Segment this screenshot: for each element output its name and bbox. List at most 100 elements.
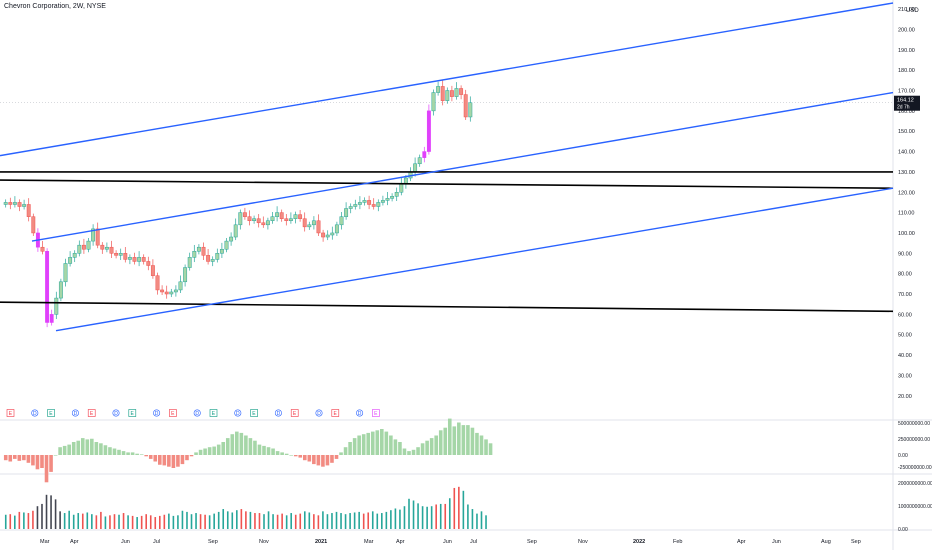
volume-bar bbox=[444, 503, 447, 529]
histogram-bar bbox=[17, 455, 22, 461]
histogram-bar bbox=[194, 452, 198, 455]
candle bbox=[279, 212, 284, 219]
histogram-bar bbox=[257, 444, 262, 455]
volume-bar bbox=[426, 506, 428, 529]
candle bbox=[436, 86, 441, 93]
volume-tick-label: 0.00 bbox=[898, 527, 908, 533]
candle bbox=[449, 90, 454, 97]
price-tick-label: 30.00 bbox=[898, 373, 912, 379]
candle bbox=[155, 275, 160, 291]
volume-bar bbox=[435, 504, 437, 529]
support-62 bbox=[0, 301, 894, 313]
volume-bar bbox=[448, 498, 451, 529]
histogram-bar bbox=[275, 451, 280, 455]
volume-bar bbox=[322, 511, 324, 529]
histogram-bar bbox=[407, 451, 411, 455]
candle bbox=[339, 216, 344, 226]
histogram-bar bbox=[26, 455, 31, 463]
histogram-bar bbox=[398, 442, 402, 455]
volume-bar bbox=[362, 513, 365, 529]
price-tick-label: 50.00 bbox=[898, 333, 912, 339]
volume-bar bbox=[18, 511, 21, 529]
histogram-bar bbox=[348, 442, 352, 455]
candle bbox=[334, 224, 339, 234]
histogram-bar bbox=[239, 432, 244, 455]
histogram-bar bbox=[384, 431, 389, 455]
candle bbox=[219, 248, 224, 254]
volume-bar bbox=[140, 515, 143, 529]
histogram-bar bbox=[108, 447, 112, 455]
histogram-bar bbox=[121, 451, 126, 455]
candle bbox=[293, 214, 298, 219]
candle bbox=[104, 246, 109, 250]
histogram-bar bbox=[162, 455, 167, 466]
volume-bar bbox=[186, 511, 188, 529]
candle bbox=[459, 88, 464, 95]
earnings-marker bbox=[47, 409, 55, 417]
histogram-bar bbox=[157, 455, 162, 465]
histogram-bar bbox=[80, 438, 85, 455]
histogram-bar bbox=[425, 440, 429, 455]
histogram-bar bbox=[393, 439, 398, 455]
histogram-bar bbox=[176, 455, 180, 467]
earnings-marker bbox=[331, 409, 340, 417]
event-letter: D bbox=[195, 411, 199, 417]
price-tick-label: 140.00 bbox=[898, 150, 915, 156]
event-letter: D bbox=[236, 411, 240, 417]
candle bbox=[123, 253, 128, 260]
volume-bar bbox=[163, 514, 166, 529]
candle bbox=[247, 216, 252, 221]
histogram-bar bbox=[212, 446, 216, 455]
volume-bar bbox=[226, 511, 229, 529]
earnings-marker bbox=[169, 409, 177, 417]
countdown-label: 2d 7h bbox=[897, 105, 910, 111]
time-tick-label: Feb bbox=[673, 539, 682, 545]
event-letter: D bbox=[317, 411, 321, 417]
price-tick-label: 200.00 bbox=[898, 27, 915, 33]
volume-bar bbox=[294, 514, 297, 529]
histogram-bar bbox=[85, 439, 90, 455]
histogram-bar bbox=[117, 449, 121, 455]
volume-bar bbox=[417, 503, 419, 529]
histogram-bar bbox=[343, 447, 348, 455]
candle bbox=[127, 257, 132, 260]
candle bbox=[357, 202, 362, 205]
histogram-bar bbox=[321, 455, 325, 467]
earnings-marker bbox=[290, 409, 299, 417]
volume-bar bbox=[86, 512, 89, 529]
candle bbox=[275, 212, 280, 217]
volume-bar bbox=[4, 514, 7, 529]
volume-bar bbox=[208, 515, 211, 529]
histogram-bar bbox=[402, 448, 407, 455]
histogram-bar bbox=[180, 455, 185, 465]
candle bbox=[224, 240, 229, 250]
histogram-bar bbox=[434, 435, 438, 455]
histogram-bar bbox=[139, 454, 144, 455]
histogram-bar bbox=[130, 452, 135, 455]
volume-bar bbox=[453, 487, 456, 529]
volume-bar bbox=[177, 515, 179, 529]
volume-bar bbox=[313, 514, 315, 529]
histogram-bar bbox=[312, 455, 316, 465]
candle bbox=[399, 183, 404, 193]
volume-bar bbox=[9, 514, 12, 529]
volume-bar bbox=[72, 514, 75, 529]
price-tick-label: 80.00 bbox=[898, 272, 912, 278]
volume-bar bbox=[476, 513, 478, 529]
histogram-bar bbox=[289, 455, 293, 456]
dividend-marker bbox=[31, 409, 39, 417]
volume-bar bbox=[63, 513, 66, 529]
candle bbox=[22, 204, 27, 207]
volume-bar bbox=[371, 511, 374, 529]
volume-bar bbox=[77, 513, 80, 529]
histogram-bar bbox=[40, 455, 44, 468]
volume-bar bbox=[236, 510, 238, 529]
volume-bar bbox=[222, 509, 225, 529]
candle bbox=[3, 202, 8, 205]
volume-bar bbox=[204, 514, 206, 529]
price-tick-label: 150.00 bbox=[898, 129, 915, 135]
time-tick-label: Jul bbox=[470, 539, 477, 545]
volume-bar bbox=[340, 513, 342, 529]
event-letter: E bbox=[131, 411, 135, 417]
